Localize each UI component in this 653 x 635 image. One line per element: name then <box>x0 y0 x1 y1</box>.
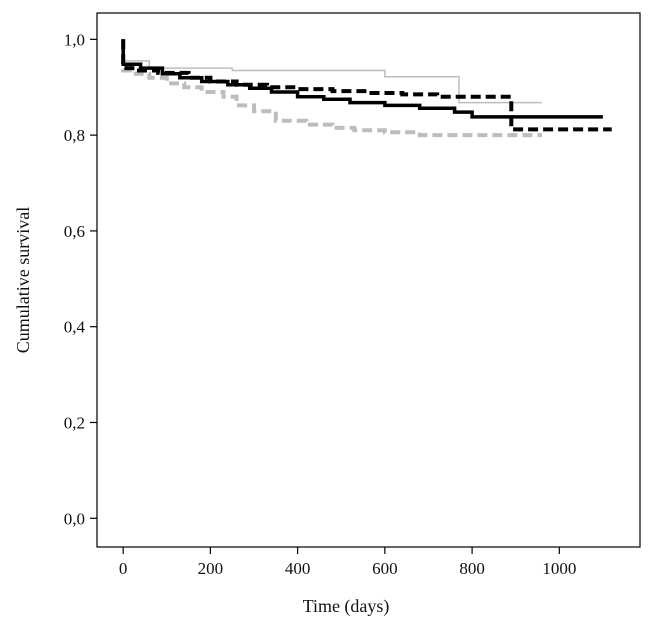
x-tick-label: 800 <box>459 559 485 578</box>
x-tick-label: 200 <box>198 559 224 578</box>
series-layer <box>121 39 612 138</box>
plot-frame <box>96 12 641 548</box>
x-tick-label: 400 <box>285 559 311 578</box>
y-axis: 0,0 0,2 0,4 0,6 0,8 1,0 <box>64 30 97 528</box>
series-line-1 <box>122 39 542 104</box>
y-tick-label: 1,0 <box>64 30 85 49</box>
series-line-3 <box>121 39 603 119</box>
series-line-4 <box>121 39 612 132</box>
series-line-2 <box>121 39 542 138</box>
x-tick-label: 0 <box>119 559 128 578</box>
y-tick-label: 0,4 <box>64 318 86 337</box>
y-tick-label: 0,6 <box>64 222 85 241</box>
y-tick-label: 0,2 <box>64 413 85 432</box>
x-axis-label: Time (days) <box>303 596 390 617</box>
x-tick-label: 1000 <box>542 559 576 578</box>
y-axis-label: Cumulative survival <box>13 207 33 353</box>
y-tick-label: 0,8 <box>64 126 85 145</box>
x-tick-label: 600 <box>372 559 398 578</box>
x-axis: 0 200 400 600 800 1000 <box>119 547 576 578</box>
y-tick-label: 0,0 <box>64 509 85 528</box>
